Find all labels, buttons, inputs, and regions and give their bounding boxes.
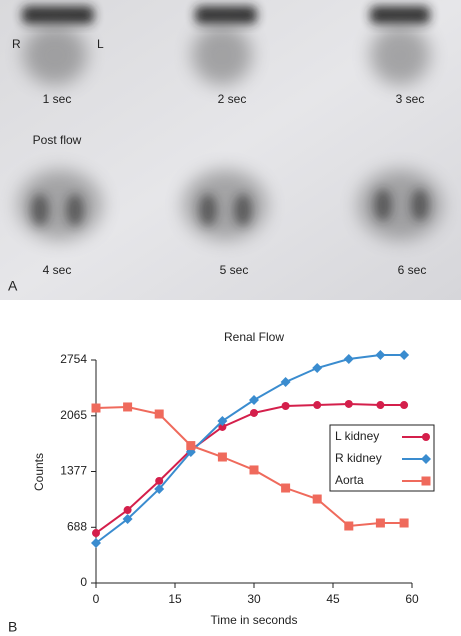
data-point — [399, 349, 410, 360]
data-point — [249, 395, 259, 406]
x-tick-label: 0 — [93, 592, 100, 606]
y-tick-label: 1377 — [60, 464, 87, 478]
data-point — [312, 494, 322, 504]
data-point — [154, 409, 164, 419]
data-point — [281, 483, 291, 493]
data-point — [123, 506, 132, 515]
data-point — [344, 521, 354, 531]
y-tick-label: 2065 — [60, 408, 87, 422]
frame-label: 3 sec — [396, 92, 425, 106]
x-tick-label: 30 — [247, 592, 261, 606]
data-point — [217, 416, 228, 427]
legend-label: Aorta — [335, 473, 364, 487]
data-point — [186, 441, 196, 451]
data-point — [281, 401, 290, 410]
data-point — [217, 452, 227, 462]
data-point — [376, 401, 385, 410]
y-tick-label: 0 — [80, 575, 87, 589]
data-point — [400, 401, 409, 410]
section-label: Post flow — [33, 133, 82, 147]
y-tick-label: 688 — [67, 519, 87, 533]
frame-label: 2 sec — [218, 92, 247, 106]
x-axis-label: Time in seconds — [211, 613, 298, 627]
x-tick-label: 45 — [326, 592, 340, 606]
frame-label: 4 sec — [43, 263, 72, 277]
data-point — [399, 518, 409, 528]
data-point — [375, 349, 386, 360]
data-point — [92, 529, 100, 538]
x-tick-label: 15 — [168, 592, 182, 606]
data-point — [91, 537, 101, 548]
y-tick-label: 2754 — [60, 352, 87, 366]
data-point — [375, 518, 385, 528]
data-point — [343, 354, 354, 365]
data-point — [155, 476, 164, 485]
data-point — [344, 399, 353, 408]
panel-label: B — [8, 619, 17, 635]
legend-label: L kidney — [335, 429, 379, 443]
y-axis-label: Counts — [32, 453, 46, 491]
frame-label: 6 sec — [398, 263, 427, 277]
side-label: L — [97, 37, 104, 51]
data-point — [218, 422, 227, 431]
scan-panel: R L 1 sec 2 sec 3 sec Post flow 4 sec 5 … — [0, 0, 461, 300]
data-point — [250, 408, 258, 417]
data-point — [249, 465, 259, 475]
legend-marker — [421, 454, 431, 464]
data-point — [280, 377, 291, 388]
frame-label: 5 sec — [220, 263, 249, 277]
legend-label: R kidney — [335, 451, 382, 465]
data-point — [123, 402, 133, 412]
data-point — [91, 403, 101, 413]
side-label: R — [12, 37, 21, 51]
frame-label: 1 sec — [43, 92, 72, 106]
panel-label: A — [8, 278, 18, 294]
data-point — [313, 401, 322, 410]
chart-title: Renal Flow — [224, 330, 284, 344]
legend-marker — [422, 433, 430, 441]
data-point — [122, 514, 133, 525]
data-point — [312, 363, 323, 374]
data-point — [154, 483, 165, 494]
legend-marker — [421, 476, 431, 486]
x-tick-label: 60 — [405, 592, 419, 606]
